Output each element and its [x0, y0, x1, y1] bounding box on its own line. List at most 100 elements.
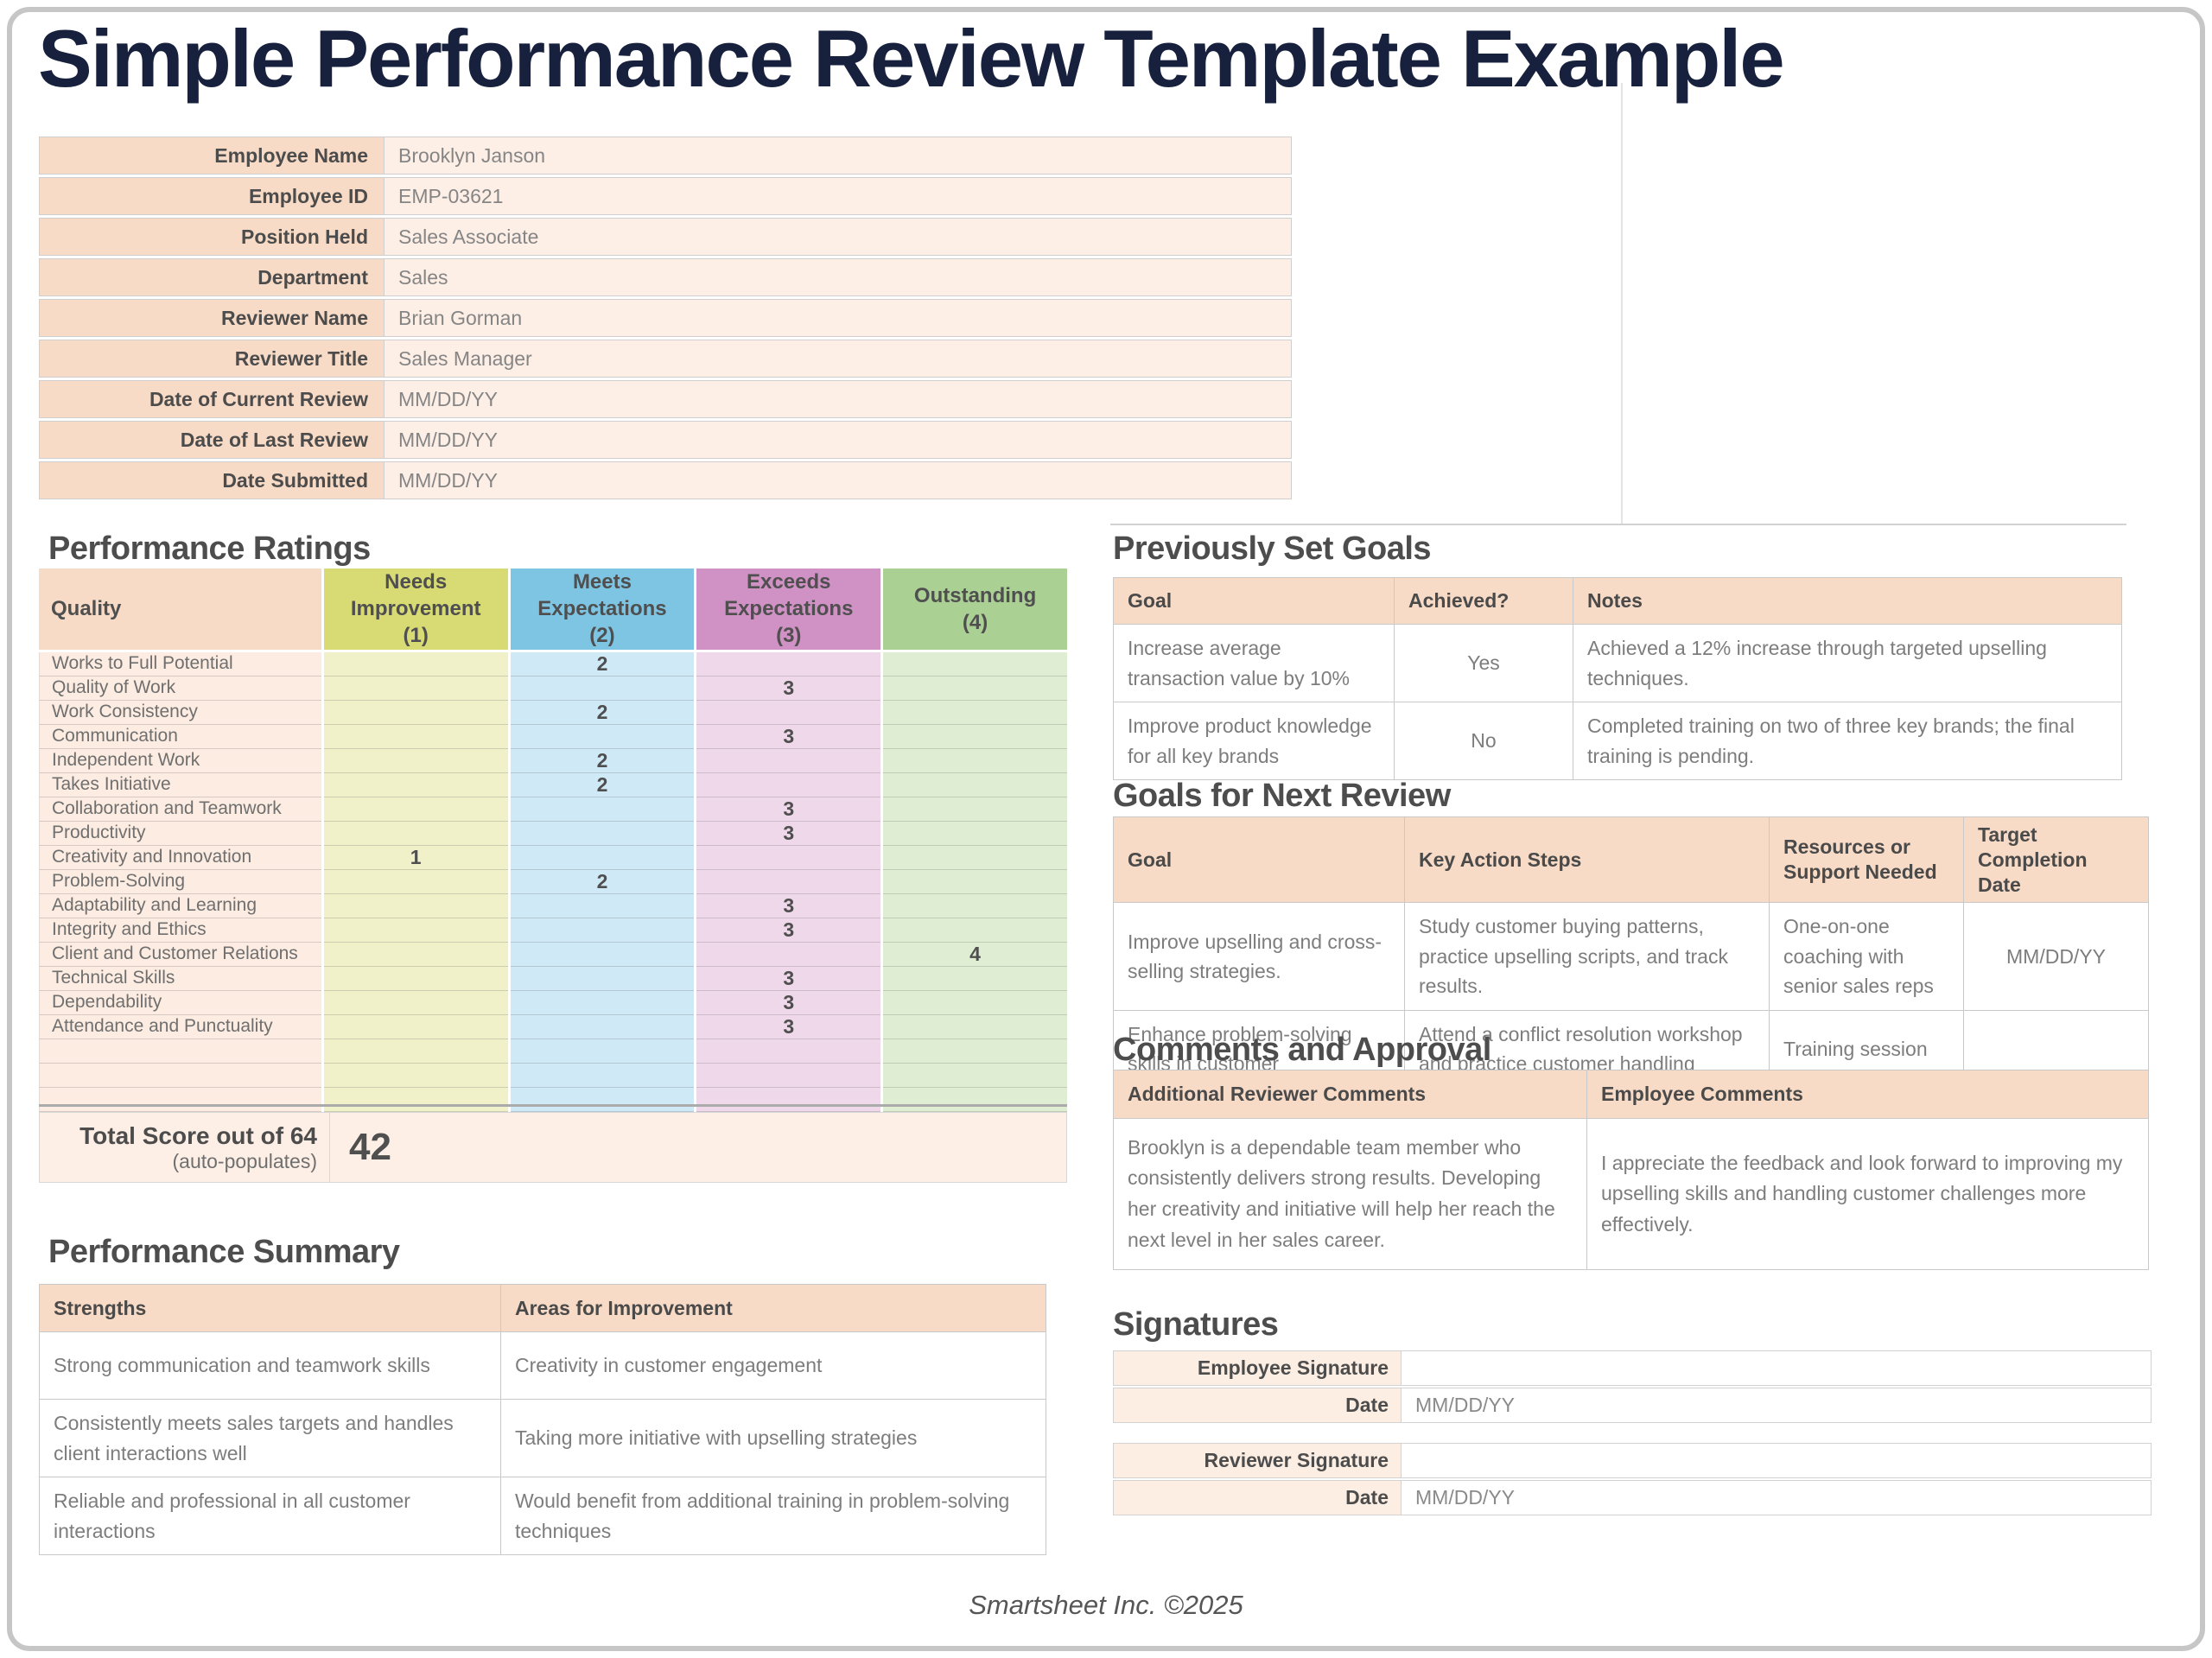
employee-date-field[interactable]: MM/DD/YY	[1402, 1388, 2152, 1423]
rating-cell-1[interactable]	[323, 676, 508, 701]
rating-cell-2[interactable]	[510, 1087, 695, 1112]
rating-cell-2[interactable]	[510, 1014, 695, 1039]
info-value[interactable]: Brooklyn Janson	[385, 137, 1292, 175]
rating-cell-3[interactable]	[696, 845, 881, 870]
rating-cell-4[interactable]	[883, 966, 1067, 991]
rating-cell-4[interactable]	[883, 748, 1067, 773]
rating-cell-3[interactable]	[696, 869, 881, 894]
rating-cell-1[interactable]	[323, 966, 508, 991]
improvement-cell[interactable]: Would benefit from additional training i…	[500, 1477, 1046, 1555]
rating-cell-3[interactable]	[696, 772, 881, 797]
rating-cell-3[interactable]	[696, 651, 881, 677]
rating-cell-1[interactable]	[323, 893, 508, 918]
rating-cell-2[interactable]	[510, 893, 695, 918]
rating-cell-1[interactable]	[323, 918, 508, 943]
resources-cell[interactable]: One-on-one coaching with senior sales re…	[1769, 902, 1964, 1011]
rating-cell-2[interactable]: 2	[510, 748, 695, 773]
notes-cell[interactable]: Achieved a 12% increase through targeted…	[1573, 624, 2122, 702]
goal-cell[interactable]: Improve upselling and cross-selling stra…	[1113, 902, 1405, 1011]
rating-cell-4[interactable]	[883, 869, 1067, 894]
rating-cell-1[interactable]	[323, 724, 508, 749]
rating-cell-3[interactable]: 3	[696, 990, 881, 1015]
rating-cell-3[interactable]	[696, 748, 881, 773]
rating-cell-4[interactable]	[883, 700, 1067, 725]
rating-cell-3[interactable]: 3	[696, 724, 881, 749]
info-value[interactable]: Brian Gorman	[385, 299, 1292, 337]
rating-cell-2[interactable]: 2	[510, 772, 695, 797]
rating-cell-2[interactable]: 2	[510, 869, 695, 894]
rating-cell-3[interactable]	[696, 942, 881, 967]
info-value[interactable]: EMP-03621	[385, 177, 1292, 215]
rating-cell-4[interactable]	[883, 918, 1067, 943]
reviewer-comments-cell[interactable]: Brooklyn is a dependable team member who…	[1113, 1118, 1587, 1270]
rating-cell-2[interactable]	[510, 845, 695, 870]
rating-cell-3[interactable]: 3	[696, 797, 881, 822]
rating-cell-2[interactable]	[510, 821, 695, 846]
rating-cell-3[interactable]: 3	[696, 1014, 881, 1039]
rating-cell-1[interactable]: 1	[323, 845, 508, 870]
rating-cell-4[interactable]	[883, 676, 1067, 701]
rating-cell-2[interactable]: 2	[510, 651, 695, 677]
rating-cell-4[interactable]	[883, 821, 1067, 846]
rating-cell-4[interactable]	[883, 990, 1067, 1015]
rating-cell-2[interactable]	[510, 676, 695, 701]
rating-cell-1[interactable]	[323, 748, 508, 773]
rating-cell-4[interactable]	[883, 1063, 1067, 1088]
strengths-cell[interactable]: Consistently meets sales targets and han…	[39, 1399, 501, 1477]
rating-cell-3[interactable]	[696, 700, 881, 725]
rating-cell-1[interactable]	[323, 869, 508, 894]
rating-cell-1[interactable]	[323, 797, 508, 822]
rating-cell-4[interactable]	[883, 797, 1067, 822]
notes-cell[interactable]: Completed training on two of three key b…	[1573, 702, 2122, 780]
strengths-cell[interactable]: Strong communication and teamwork skills	[39, 1331, 501, 1400]
rating-cell-1[interactable]	[323, 1014, 508, 1039]
rating-cell-1[interactable]	[323, 1063, 508, 1088]
rating-cell-2[interactable]	[510, 1039, 695, 1064]
info-value[interactable]: MM/DD/YY	[385, 461, 1292, 499]
rating-cell-4[interactable]	[883, 651, 1067, 677]
info-value[interactable]: Sales	[385, 258, 1292, 296]
rating-cell-2[interactable]: 2	[510, 700, 695, 725]
rating-cell-4[interactable]: 4	[883, 942, 1067, 967]
rating-cell-4[interactable]	[883, 1087, 1067, 1112]
achieved-cell[interactable]: No	[1394, 702, 1573, 780]
rating-cell-4[interactable]	[883, 893, 1067, 918]
rating-cell-2[interactable]	[510, 797, 695, 822]
rating-cell-2[interactable]	[510, 724, 695, 749]
rating-cell-3[interactable]	[696, 1063, 881, 1088]
rating-cell-1[interactable]	[323, 942, 508, 967]
rating-cell-4[interactable]	[883, 1039, 1067, 1064]
info-value[interactable]: Sales Manager	[385, 340, 1292, 378]
rating-cell-1[interactable]	[323, 990, 508, 1015]
strengths-cell[interactable]: Reliable and professional in all custome…	[39, 1477, 501, 1555]
rating-cell-1[interactable]	[323, 700, 508, 725]
rating-cell-2[interactable]	[510, 1063, 695, 1088]
achieved-cell[interactable]: Yes	[1394, 624, 1573, 702]
info-value[interactable]: MM/DD/YY	[385, 421, 1292, 459]
rating-cell-3[interactable]: 3	[696, 918, 881, 943]
rating-cell-2[interactable]	[510, 990, 695, 1015]
rating-cell-3[interactable]	[696, 1039, 881, 1064]
employee-signature-field[interactable]	[1402, 1350, 2152, 1386]
info-value[interactable]: Sales Associate	[385, 218, 1292, 256]
rating-cell-1[interactable]	[323, 821, 508, 846]
rating-cell-2[interactable]	[510, 942, 695, 967]
reviewer-signature-field[interactable]	[1402, 1443, 2152, 1478]
rating-cell-4[interactable]	[883, 772, 1067, 797]
rating-cell-1[interactable]	[323, 772, 508, 797]
rating-cell-3[interactable]	[696, 1087, 881, 1112]
rating-cell-2[interactable]	[510, 966, 695, 991]
improvement-cell[interactable]: Taking more initiative with upselling st…	[500, 1399, 1046, 1477]
target-date-cell[interactable]: MM/DD/YY	[1963, 902, 2149, 1011]
reviewer-date-field[interactable]: MM/DD/YY	[1402, 1480, 2152, 1515]
goal-cell[interactable]: Increase average transaction value by 10…	[1113, 624, 1395, 702]
employee-comments-cell[interactable]: I appreciate the feedback and look forwa…	[1586, 1118, 2149, 1270]
rating-cell-1[interactable]	[323, 651, 508, 677]
improvement-cell[interactable]: Creativity in customer engagement	[500, 1331, 1046, 1400]
rating-cell-4[interactable]	[883, 1014, 1067, 1039]
goal-cell[interactable]: Improve product knowledge for all key br…	[1113, 702, 1395, 780]
rating-cell-3[interactable]: 3	[696, 821, 881, 846]
rating-cell-3[interactable]: 3	[696, 893, 881, 918]
rating-cell-3[interactable]: 3	[696, 966, 881, 991]
rating-cell-4[interactable]	[883, 724, 1067, 749]
